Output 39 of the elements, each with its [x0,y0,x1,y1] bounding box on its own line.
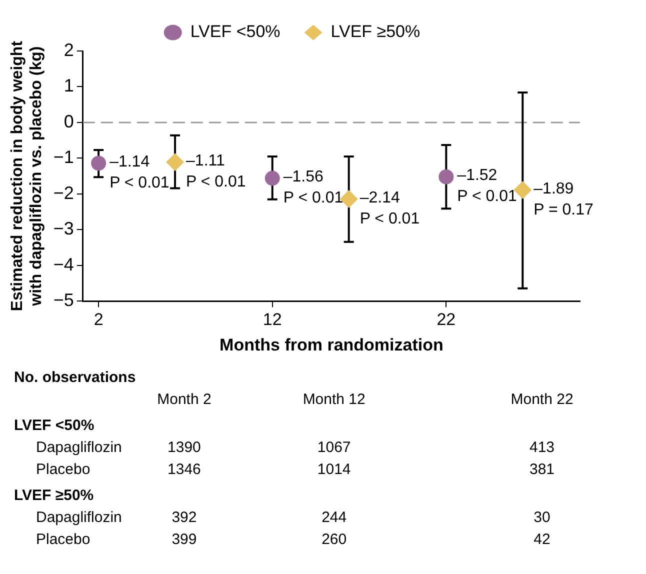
data-label: –1.11 [186,152,225,170]
annotation: P < 0.01 [457,188,518,206]
y-tick-label: −3 [53,218,74,239]
text: No. observations [14,368,137,388]
point [91,156,106,171]
text: Placebo 1346 1014 381 [36,460,555,478]
y-tick-label: −4 [53,254,74,274]
data-label: –1.89 [534,180,574,198]
data-label: –1.14 [110,154,150,171]
text: LVEF ≥50% [14,486,95,506]
y-axis-title: Estimated reduction in body weight with dapagliflozin vs. placebo (kg) [9,40,46,312]
text: Placebo 399 260 42 [36,530,550,548]
legend-label: LVEF <50% [190,22,280,42]
annotation: P < 0.01 [110,174,170,192]
x-tick-label: 2 [94,310,104,330]
y-tick-label: −2 [53,182,74,203]
text: LVEF <50% [14,416,96,436]
annotation: P = 0.17 [534,201,594,218]
text: Dapagliflozin 1390 1067 413 [36,438,555,456]
point [264,170,280,186]
data-label: –1.56 [283,168,324,186]
annotation: P < 0.01 [360,210,420,228]
data-label: –2.14 [360,189,400,206]
y-tick-label: −5 [53,290,74,310]
point [166,153,184,172]
legend-label: LVEF ≥50% [330,22,420,42]
data-label: –1.52 [457,167,498,184]
annotation: P < 0.01 [186,174,246,191]
y-tick-label: 1 [64,76,74,96]
y-tick-label: 2 [64,40,74,60]
y-tick-label: 0 [64,111,74,132]
x-axis-title: Months from randomization [220,335,444,354]
annotation: P < 0.01 [283,190,344,207]
y-tick-label: −1 [53,147,74,168]
x-tick-label: 22 [436,310,456,330]
text: Dapagliflozin 392 244 30 [36,508,550,526]
text: Month 2 Month 12 Month 22 [157,390,574,408]
x-tick-label: 12 [262,310,282,330]
point [438,169,454,184]
